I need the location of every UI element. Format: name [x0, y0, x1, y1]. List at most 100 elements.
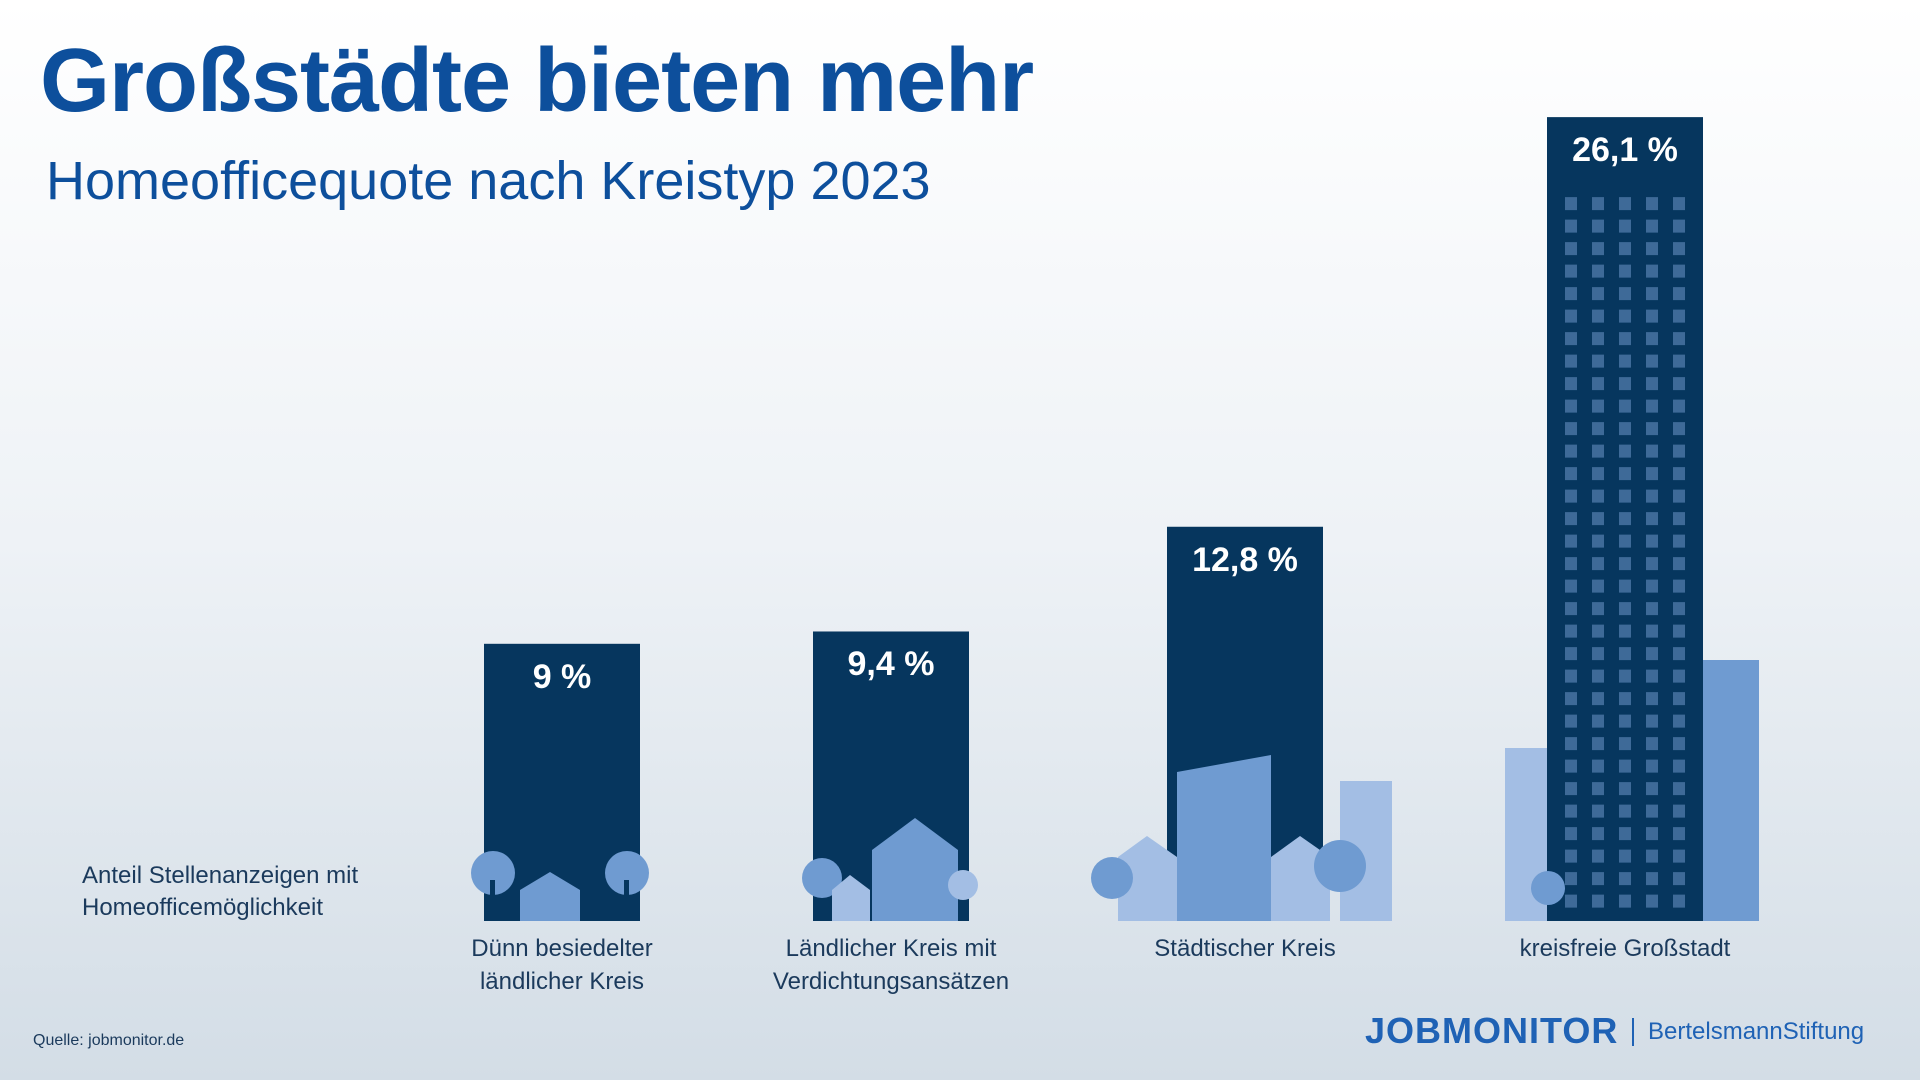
window [1619, 872, 1631, 886]
window [1592, 782, 1604, 796]
window [1673, 489, 1685, 503]
window [1565, 512, 1577, 526]
window [1619, 354, 1631, 368]
decoration [1340, 660, 1759, 921]
window [1592, 827, 1604, 841]
window [1646, 332, 1658, 346]
window [1565, 377, 1577, 391]
window [1646, 827, 1658, 841]
subtitle: Homeofficequote nach Kreistyp 2023 [46, 151, 931, 211]
window [1592, 714, 1604, 728]
window [1619, 759, 1631, 773]
window [1592, 737, 1604, 751]
window [1592, 219, 1604, 233]
window [1592, 399, 1604, 413]
window [1673, 557, 1685, 571]
window [1619, 804, 1631, 818]
window [1565, 872, 1577, 886]
window [1565, 557, 1577, 571]
window [1619, 782, 1631, 796]
window [1592, 197, 1604, 211]
window [1646, 647, 1658, 661]
tree [948, 870, 978, 900]
window [1565, 242, 1577, 256]
window [1565, 849, 1577, 863]
window [1646, 219, 1658, 233]
house [832, 875, 870, 921]
window [1646, 467, 1658, 481]
window [1619, 512, 1631, 526]
window [1646, 692, 1658, 706]
window [1673, 602, 1685, 616]
window [1592, 377, 1604, 391]
window [1673, 332, 1685, 346]
window [1646, 444, 1658, 458]
window [1673, 827, 1685, 841]
window [1646, 489, 1658, 503]
window [1673, 242, 1685, 256]
window [1673, 444, 1685, 458]
window [1646, 264, 1658, 278]
window [1619, 467, 1631, 481]
window [1646, 602, 1658, 616]
window [1673, 197, 1685, 211]
window [1646, 894, 1658, 908]
house [872, 818, 958, 921]
windows [1565, 197, 1685, 908]
window [1619, 669, 1631, 683]
tree [1091, 857, 1133, 899]
window [1673, 422, 1685, 436]
window [1619, 219, 1631, 233]
window [1592, 579, 1604, 593]
tree [802, 858, 842, 898]
value-label: 26,1 % [1572, 131, 1678, 170]
window [1673, 512, 1685, 526]
building [1177, 755, 1271, 921]
window [1673, 354, 1685, 368]
window [1646, 759, 1658, 773]
house [1271, 836, 1330, 921]
window [1673, 579, 1685, 593]
window [1646, 782, 1658, 796]
window [1646, 512, 1658, 526]
window [1619, 534, 1631, 548]
window [1619, 422, 1631, 436]
window [1646, 804, 1658, 818]
window [1619, 332, 1631, 346]
window [1673, 759, 1685, 773]
window [1646, 287, 1658, 301]
window [1673, 669, 1685, 683]
window [1619, 287, 1631, 301]
logo: JOBMONITOR [1365, 1010, 1619, 1051]
window [1619, 309, 1631, 323]
window [1673, 309, 1685, 323]
window [1592, 849, 1604, 863]
tree [1531, 871, 1565, 905]
window [1673, 647, 1685, 661]
x-tick-label: Städtischer Kreis [1154, 935, 1336, 962]
window [1673, 894, 1685, 908]
tree [471, 851, 515, 895]
window [1619, 197, 1631, 211]
window [1565, 354, 1577, 368]
tree [1314, 840, 1366, 892]
window [1592, 669, 1604, 683]
window [1565, 399, 1577, 413]
window [1565, 714, 1577, 728]
window [1673, 714, 1685, 728]
window [1619, 624, 1631, 638]
window [1592, 354, 1604, 368]
window [1619, 557, 1631, 571]
window [1565, 692, 1577, 706]
window [1565, 579, 1577, 593]
window [1619, 444, 1631, 458]
window [1673, 849, 1685, 863]
x-tick-label: Dünn besiedelter ländlicher Kreis [471, 935, 653, 995]
axis-label: Anteil Stellenanzeigen mit Homeofficemög… [82, 862, 359, 921]
window [1592, 804, 1604, 818]
window [1619, 737, 1631, 751]
window [1592, 242, 1604, 256]
window [1619, 579, 1631, 593]
